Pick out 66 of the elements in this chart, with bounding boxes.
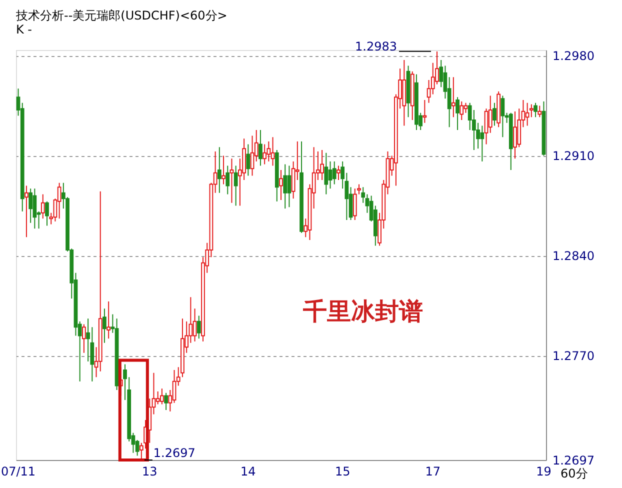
x-tick-label: 13 — [142, 464, 158, 478]
candlestick — [492, 102, 496, 126]
candlestick — [336, 165, 340, 180]
x-tick-label: 17 — [425, 464, 441, 478]
annotation: 千里冰封谱 — [302, 297, 424, 326]
candlestick — [422, 100, 427, 124]
candlestick — [460, 100, 464, 120]
candlestick — [500, 95, 505, 138]
y-tick-label: 1.2770 — [552, 349, 594, 364]
y-tick-label: 1.2910 — [552, 149, 594, 164]
candlestick — [32, 188, 37, 230]
candlestick — [266, 140, 271, 162]
candlestick — [525, 102, 530, 126]
candlestick — [160, 388, 164, 405]
x-tick-label: 19 — [536, 464, 552, 478]
candlestick — [172, 370, 176, 404]
candlestick — [332, 160, 336, 185]
candlestick — [57, 182, 62, 220]
x-tick-label: 07/11 — [0, 464, 36, 478]
y-tick-label: 1.2840 — [552, 249, 594, 264]
y-tick-label: 1.2697 — [552, 454, 594, 468]
candlestick — [45, 200, 49, 226]
candlestick — [464, 102, 468, 114]
candlestick — [447, 76, 452, 128]
candlestick — [192, 308, 197, 342]
candlestick — [106, 300, 111, 340]
candlestick — [226, 165, 230, 195]
candlestick — [279, 170, 283, 200]
candlestick — [480, 125, 484, 162]
candlestick — [262, 144, 267, 165]
candlestick — [320, 150, 324, 180]
candlestick — [24, 185, 28, 238]
candlestick — [513, 110, 517, 160]
candlestick — [270, 136, 275, 166]
annotation: 1.2983 — [355, 39, 398, 54]
chart-subtitle: K - — [16, 22, 32, 36]
annotation: 1.2697 — [153, 446, 196, 460]
candlestick — [451, 76, 456, 118]
candlestick — [156, 390, 160, 405]
x-tick-label: 14 — [240, 464, 256, 478]
candlestick — [538, 105, 542, 118]
candlestick — [484, 108, 488, 145]
candlestick — [217, 146, 222, 194]
candlestick — [352, 188, 357, 220]
candlestick — [82, 324, 86, 354]
candlestick — [456, 96, 460, 130]
candlestick — [230, 158, 234, 204]
candlestick — [234, 165, 238, 206]
candlestick — [258, 130, 262, 166]
y-tick-label: 1.2980 — [552, 49, 594, 64]
chart-title: 技术分析--美元瑞郎(USDCHF)<60分> — [15, 8, 228, 22]
candlestick — [287, 165, 292, 208]
candlestick — [40, 194, 45, 220]
candlestick — [222, 155, 226, 185]
candlestick — [324, 152, 328, 195]
candlestick — [246, 144, 250, 176]
candlestick — [426, 80, 431, 104]
candlestick — [283, 164, 288, 210]
candlestick — [196, 315, 201, 340]
candlestick — [102, 308, 106, 344]
x-axis-title: 60分 — [560, 466, 588, 480]
candlestick — [250, 135, 254, 176]
x-tick-label: 15 — [334, 464, 350, 478]
candlestick — [328, 160, 332, 190]
candlestick — [534, 102, 538, 118]
candlestick — [164, 392, 168, 410]
